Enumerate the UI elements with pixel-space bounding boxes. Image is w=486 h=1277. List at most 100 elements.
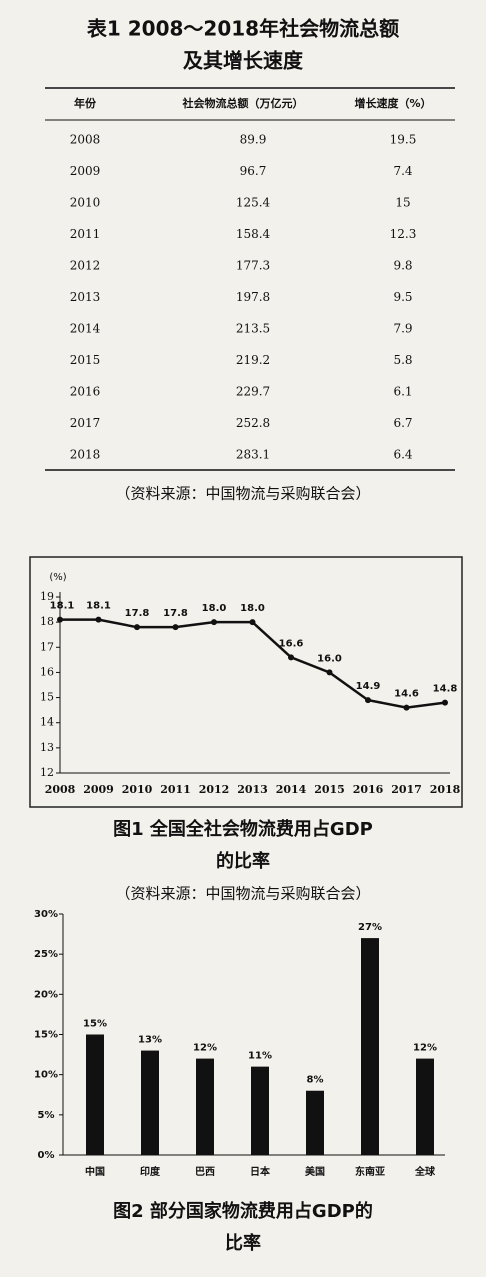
point (326, 669, 333, 676)
data-label: 17.8 (163, 608, 188, 619)
x-tick-label: 2010 (122, 783, 153, 796)
x-tick-label: 2012 (199, 783, 230, 796)
data-label: 8% (307, 1075, 324, 1086)
bar (86, 1034, 104, 1155)
table-cell: 158.4 (236, 227, 271, 241)
table-cell: 5.8 (393, 353, 412, 367)
table-cell: 197.8 (236, 290, 270, 304)
table-title: 表1 2008～2018年社会物流总额 (87, 17, 399, 41)
y-tick-label: 19 (40, 590, 54, 603)
y-tick-label: 0% (38, 1150, 55, 1161)
table-cell: 7.9 (393, 322, 412, 336)
y-tick-label: 16 (40, 665, 54, 678)
table-cell: 19.5 (390, 133, 417, 147)
point (249, 619, 256, 626)
x-tick-label: 美国 (305, 1165, 325, 1178)
x-tick-label: 巴西 (195, 1166, 215, 1178)
table-cell: 9.5 (393, 290, 412, 304)
point (172, 624, 179, 631)
y-tick-label: 15% (34, 1030, 58, 1041)
table-cell: 7.4 (393, 164, 412, 178)
figure-caption: 图1 全国全社会物流费用占GDP (113, 818, 373, 840)
data-label: 18.0 (202, 603, 227, 614)
bar (416, 1058, 434, 1155)
table-title: 及其增长速度 (183, 49, 304, 73)
y-tick-label: 15 (40, 691, 54, 704)
point (134, 624, 140, 631)
table-cell: 6.7 (393, 416, 412, 430)
table-header: 增长速度（%） (354, 96, 431, 110)
x-tick-label: 2018 (430, 783, 461, 796)
data-label: 27% (358, 922, 382, 933)
table-cell: 9.8 (393, 259, 412, 273)
table-cell: 96.7 (240, 164, 267, 178)
bar (361, 938, 379, 1155)
y-tick-label: 10% (34, 1070, 58, 1081)
figure-caption: 图2 部分国家物流费用占GDP的 (113, 1200, 373, 1222)
x-tick-label: 2008 (45, 783, 76, 796)
data-label: 16.6 (279, 638, 304, 649)
x-tick-label: 日本 (250, 1165, 271, 1178)
x-tick-label: 2009 (83, 783, 114, 796)
source: （资料来源：中国物流与采购联合会） (115, 885, 370, 903)
y-tick-label: 25% (34, 949, 58, 960)
table-cell: 2008 (70, 133, 101, 147)
y-tick-label: 5% (38, 1110, 55, 1121)
data-label: 17.8 (125, 608, 150, 619)
data-label: 18.0 (240, 603, 265, 614)
y-tick-label: 20% (34, 989, 58, 1000)
x-tick-label: 印度 (140, 1165, 161, 1178)
y-axis-label: (%) (49, 572, 66, 583)
table-header: 年份 (74, 96, 97, 110)
data-label: 18.1 (50, 601, 75, 612)
bar (141, 1050, 159, 1155)
table-cell: 2014 (70, 322, 101, 336)
data-label: 18.1 (86, 601, 111, 612)
y-tick-label: 30% (34, 909, 58, 920)
y-tick-label: 18 (40, 615, 54, 628)
table-cell: 6.4 (393, 448, 412, 462)
point (288, 654, 294, 661)
figure-caption: 比率 (225, 1232, 261, 1254)
data-label: 14.6 (394, 689, 419, 700)
point (365, 697, 371, 704)
x-tick-label: 2016 (353, 783, 384, 796)
table-cell: 283.1 (236, 448, 270, 462)
table-cell: 213.5 (236, 322, 270, 336)
data-label: 12% (193, 1043, 217, 1054)
y-tick-label: 14 (40, 716, 54, 729)
table-cell: 2018 (70, 448, 101, 462)
table-cell: 2017 (70, 416, 101, 430)
point (442, 699, 448, 706)
table-cell: 12.3 (390, 227, 417, 241)
table-cell: 219.2 (236, 353, 270, 367)
table-cell: 2016 (70, 385, 101, 399)
table-cell: 2015 (70, 353, 101, 367)
table-cell: 2009 (70, 164, 101, 178)
table-cell: 15 (395, 196, 410, 210)
figure-caption: 的比率 (216, 850, 270, 872)
data-label: 11% (248, 1051, 272, 1062)
bar (196, 1058, 214, 1155)
x-tick-label: 2017 (391, 783, 422, 796)
table-cell: 177.3 (236, 259, 270, 273)
x-tick-label: 东南亚 (355, 1165, 385, 1178)
data-label: 15% (83, 1019, 107, 1030)
bar (251, 1066, 269, 1155)
bar (306, 1090, 324, 1155)
data-label: 14.8 (433, 684, 458, 695)
point (57, 616, 63, 623)
data-label: 16.0 (317, 653, 342, 664)
table-header: 社会物流总额（万亿元） (182, 96, 304, 110)
source: （资料来源：中国物流与采购联合会） (115, 485, 370, 503)
x-tick-label: 2013 (237, 783, 268, 796)
x-tick-label: 中国 (85, 1165, 105, 1178)
data-label: 14.9 (356, 681, 381, 692)
point (211, 619, 217, 626)
y-tick-label: 17 (40, 640, 54, 653)
x-tick-label: 2015 (314, 783, 345, 796)
data-label: 13% (138, 1035, 162, 1046)
